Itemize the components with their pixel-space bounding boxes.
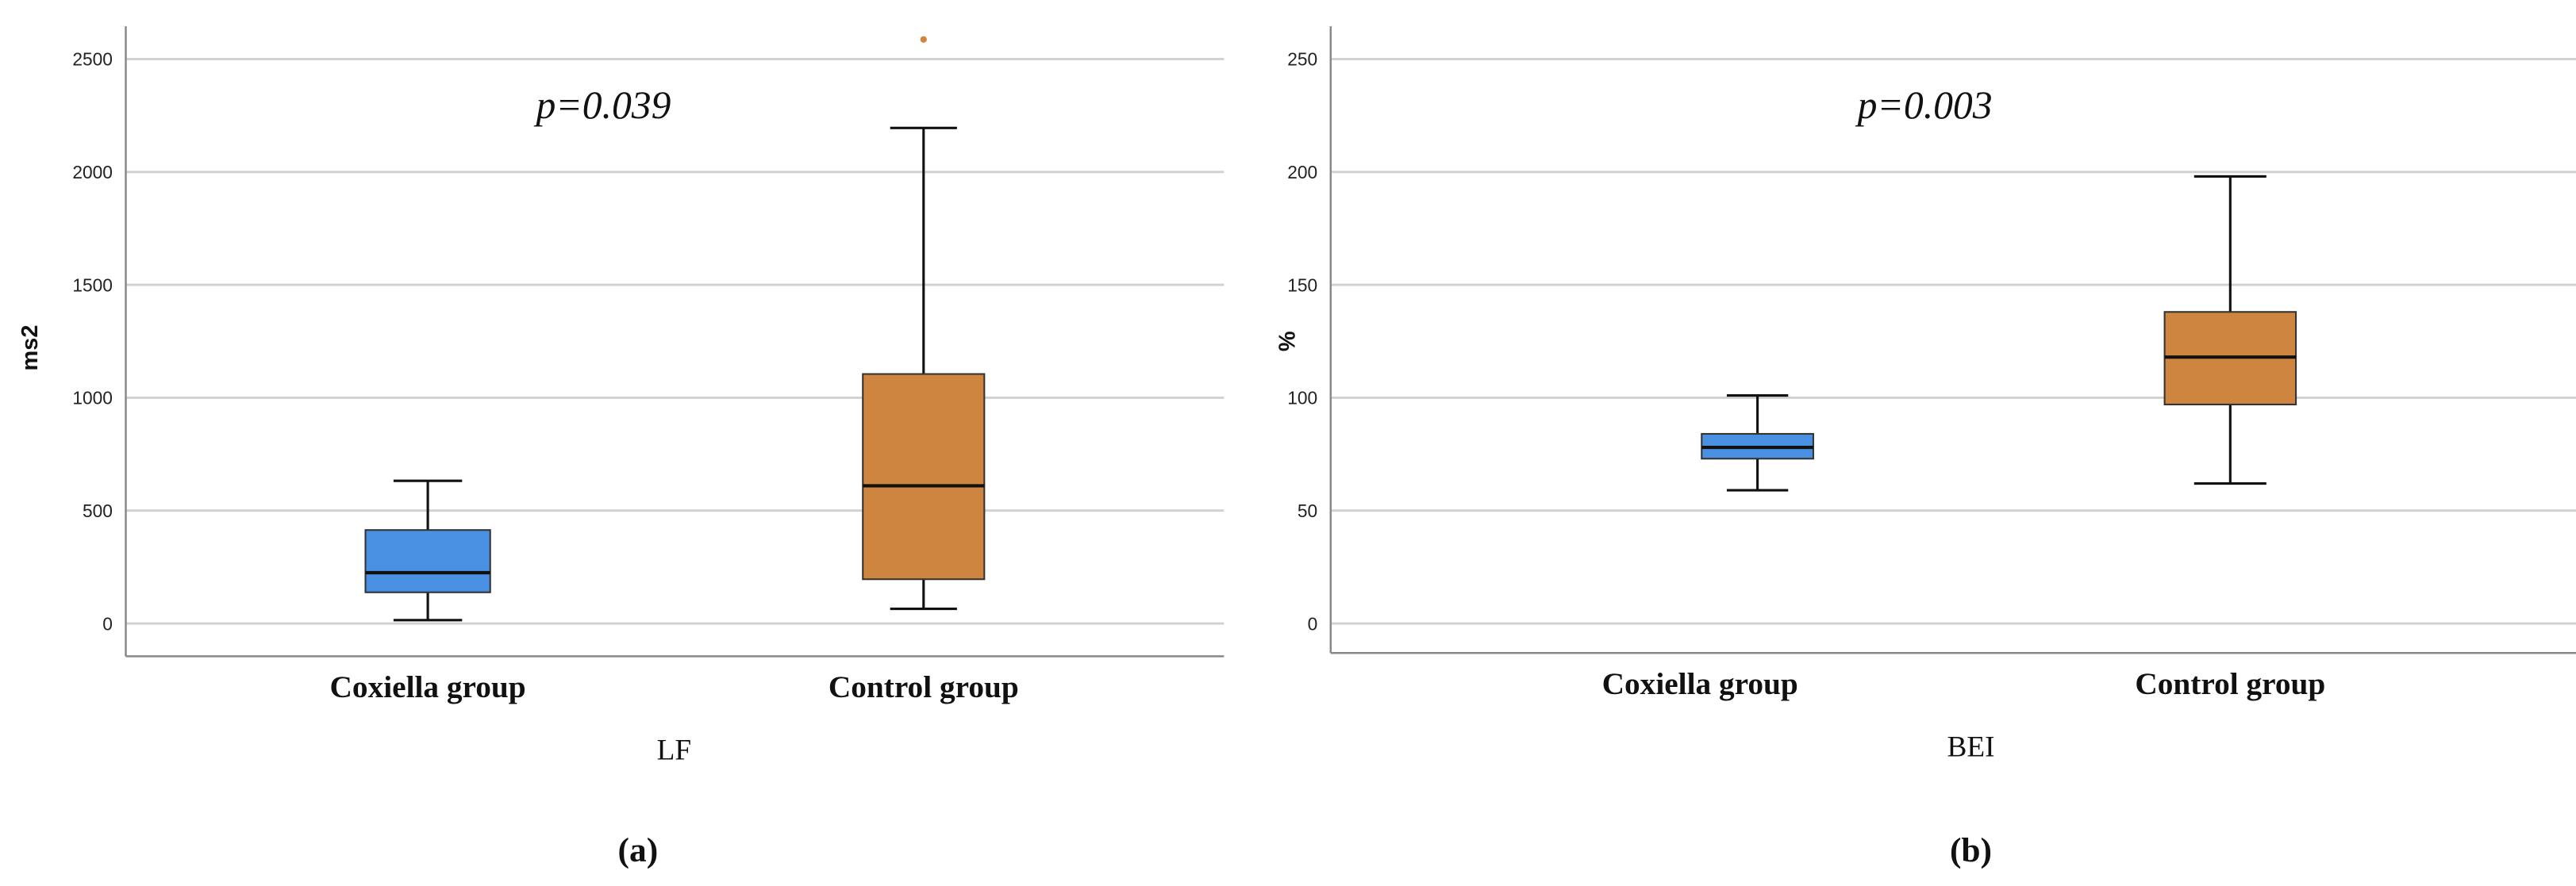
iqr-box	[364, 529, 491, 593]
y-tick-label: 250	[1287, 49, 1317, 70]
grid-lines	[125, 58, 1225, 625]
y-tick-labels: 0 50 100 150 200 250	[1287, 49, 1317, 635]
y-tick-label: 2000	[72, 162, 113, 182]
p-value-annotation: p=0.003	[1855, 83, 1993, 127]
x-axis-label: BEI	[1947, 731, 1995, 764]
panel-label: (a)	[618, 831, 659, 869]
grid-lines	[1330, 58, 2576, 625]
category-label-control: Control group	[2135, 666, 2325, 701]
category-label-coxiella: Coxiella group	[1602, 666, 1798, 701]
y-tick-labels: 0 500 1000 1500 2000 2500	[72, 49, 113, 635]
y-tick-label: 0	[1308, 613, 1318, 634]
y-tick-label: 0	[102, 613, 113, 634]
outlier-point	[920, 36, 927, 43]
box-plots	[364, 36, 986, 622]
box-control	[2163, 175, 2297, 485]
iqr-box	[862, 373, 986, 581]
y-tick-label: 150	[1287, 274, 1317, 295]
y-tick-label: 200	[1287, 162, 1317, 182]
box-coxiella	[364, 479, 491, 622]
box-plots	[1701, 175, 2297, 492]
y-tick-label: 100	[1287, 388, 1317, 408]
p-value-annotation: p=0.039	[533, 83, 671, 127]
box-control	[862, 36, 986, 611]
box-coxiella	[1701, 394, 1814, 492]
y-tick-label: 1000	[72, 388, 113, 408]
y-axis-label: ms2	[17, 325, 43, 371]
panel-label: (b)	[1950, 831, 1992, 869]
category-label-coxiella: Coxiella group	[330, 669, 526, 704]
panel-b-bei-chart: 0 50 100 150 200 250 % Coxiella group Control…	[1275, 26, 2576, 869]
y-tick-label: 50	[1298, 501, 1317, 521]
y-tick-label: 500	[83, 501, 113, 521]
category-label-control: Control group	[829, 669, 1019, 704]
y-tick-label: 1500	[72, 274, 113, 295]
y-tick-label: 2500	[72, 49, 113, 70]
y-axis-label: %	[1275, 331, 1300, 351]
x-axis-label: LF	[657, 734, 691, 767]
